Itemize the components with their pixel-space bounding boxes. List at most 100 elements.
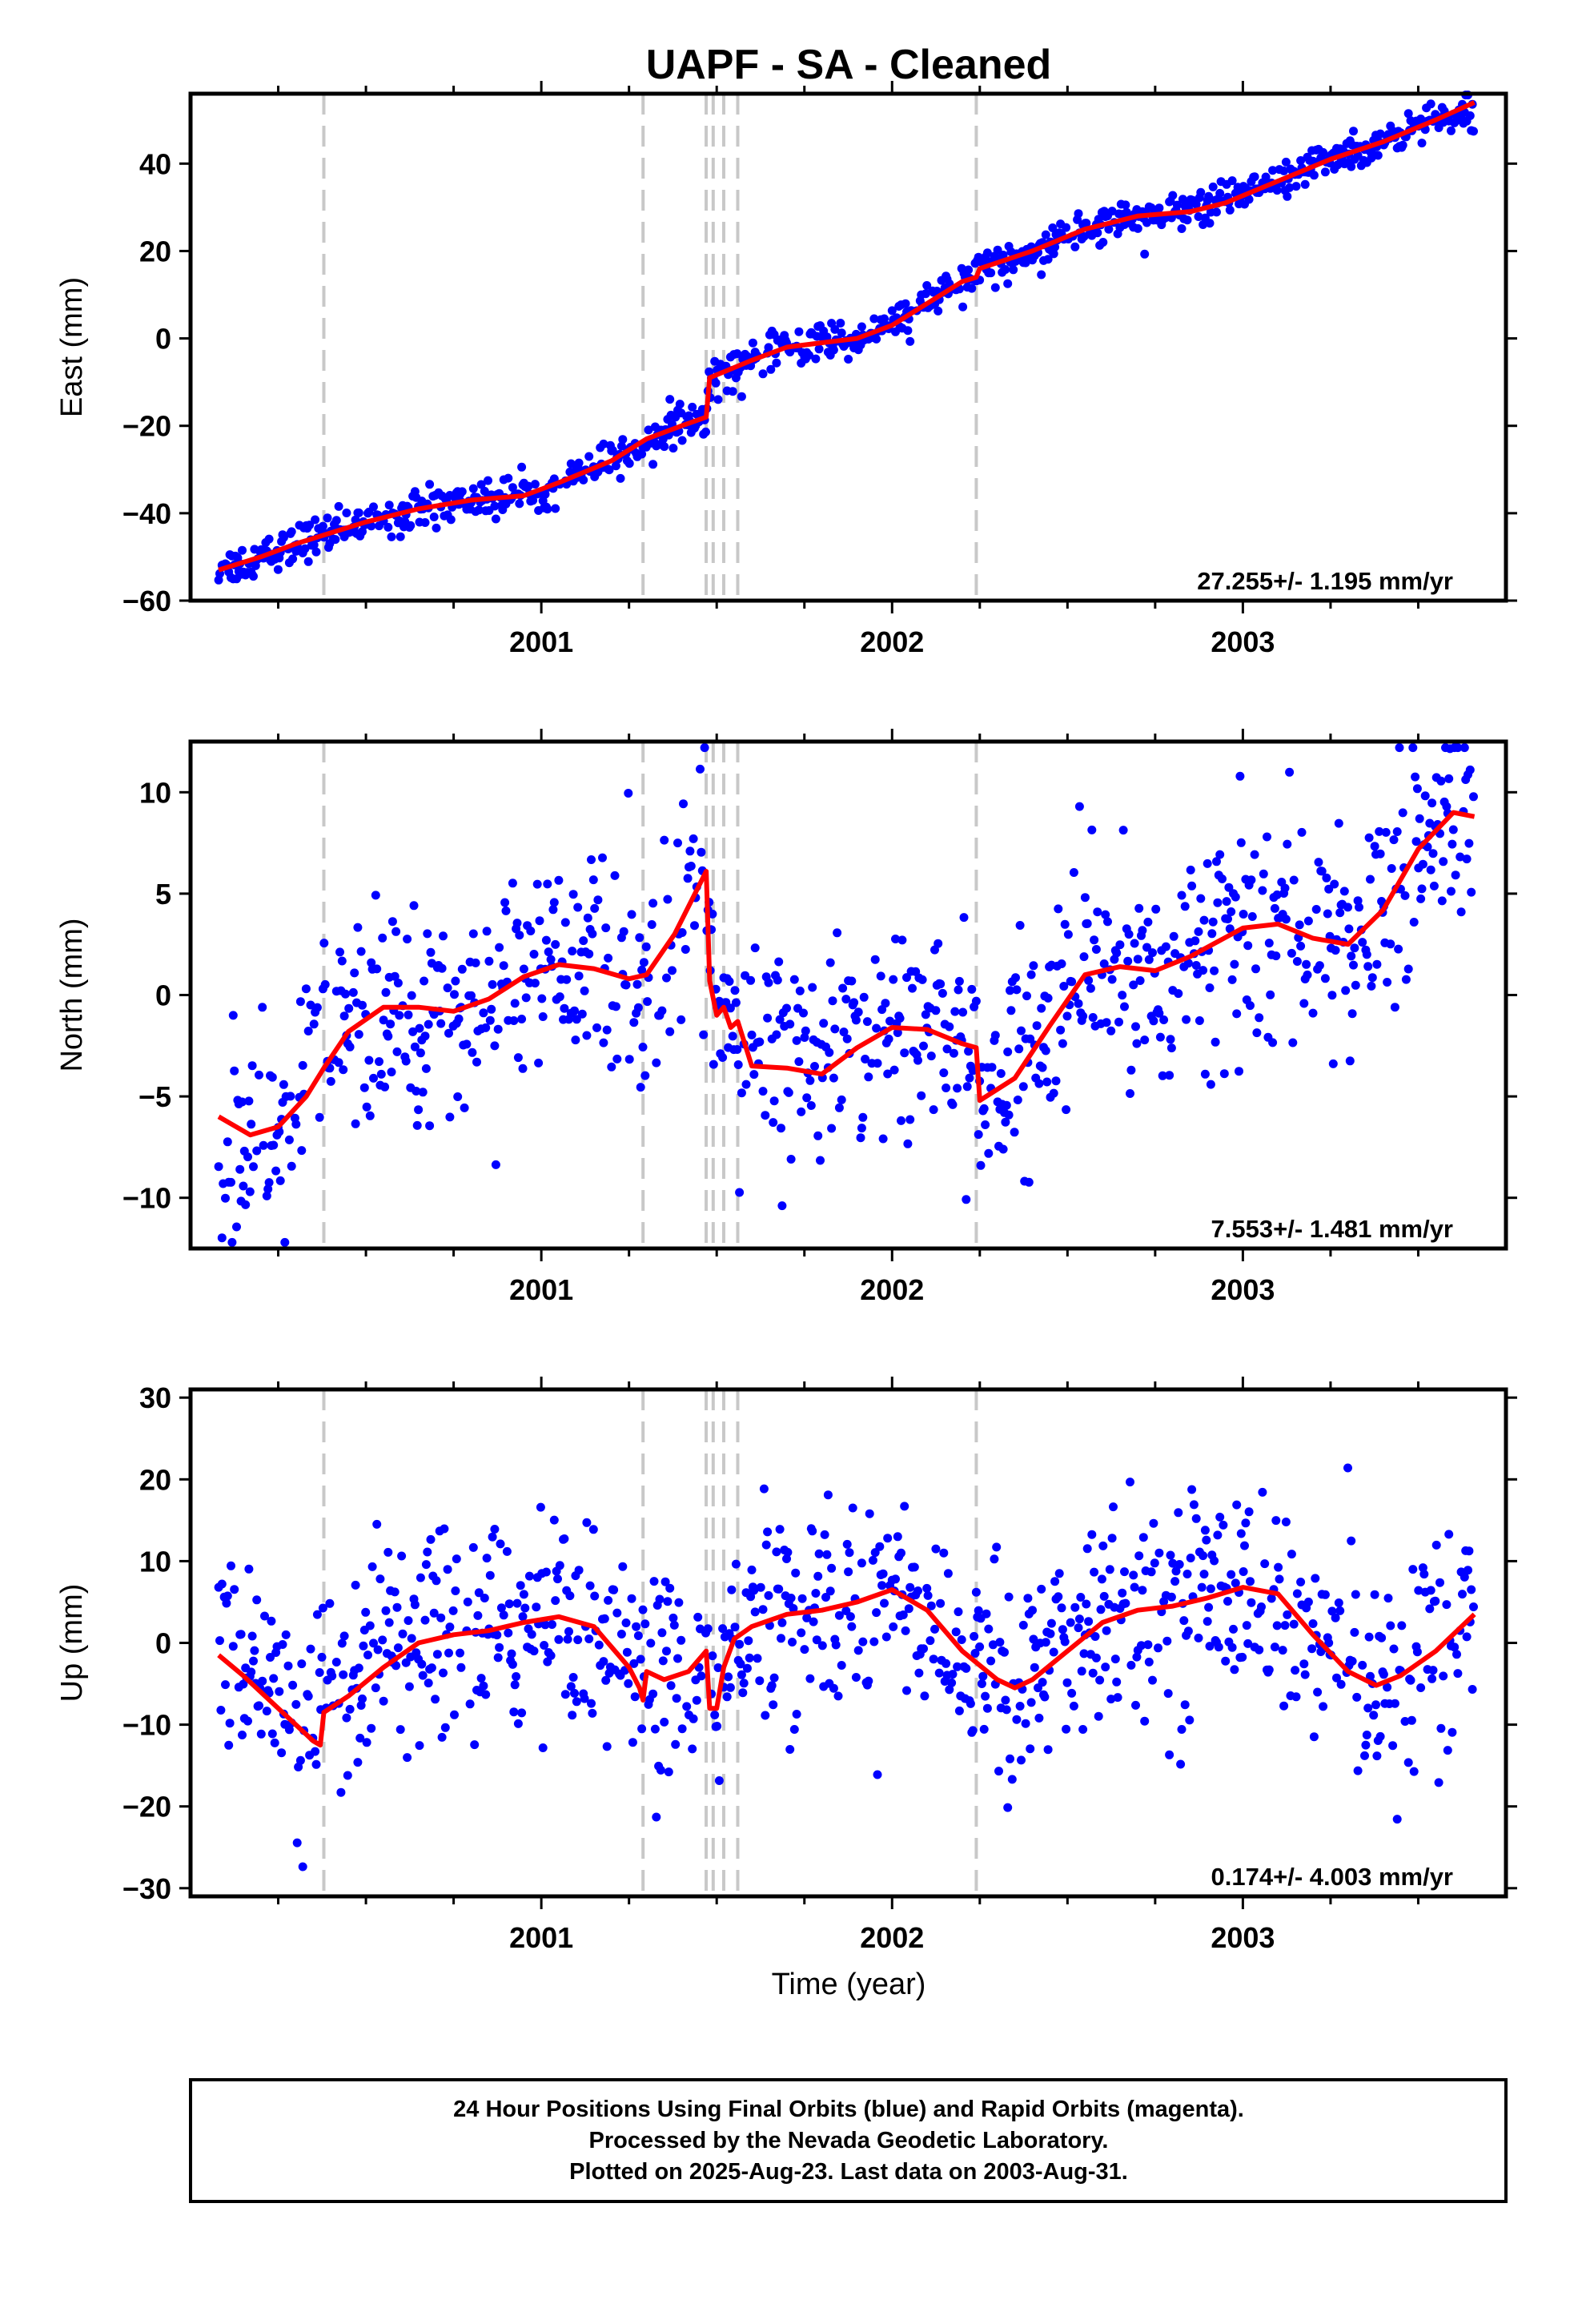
east-data-point — [1001, 265, 1010, 274]
east-data-point — [1205, 219, 1215, 228]
up-data-point — [663, 1597, 673, 1606]
north-data-point — [775, 1015, 785, 1024]
north-data-point — [1280, 883, 1290, 893]
up-data-point — [738, 1688, 748, 1698]
north-data-point — [987, 1063, 997, 1072]
up-data-point — [1241, 1518, 1251, 1528]
north-data-point — [454, 1014, 464, 1023]
north-data-point — [1120, 1002, 1129, 1011]
up-data-point — [482, 1554, 492, 1563]
up-data-point — [404, 1682, 414, 1691]
up-data-point — [1084, 1617, 1094, 1626]
north-data-point — [1183, 959, 1193, 968]
north-data-point — [830, 1024, 840, 1034]
up-data-point — [1037, 1584, 1046, 1594]
north-data-point — [602, 1025, 612, 1035]
up-data-point — [1054, 1569, 1064, 1578]
up-data-point — [995, 1638, 1005, 1647]
up-data-point — [713, 1722, 722, 1731]
east-data-point — [986, 268, 996, 278]
north-data-point — [1210, 966, 1219, 975]
up-data-point — [564, 1626, 573, 1636]
north-data-point — [789, 975, 799, 984]
north-data-point — [334, 1058, 343, 1068]
up-data-point — [829, 1683, 838, 1693]
up-data-point — [509, 1707, 519, 1717]
north-data-point — [1042, 1077, 1052, 1087]
up-data-point — [1327, 1606, 1337, 1616]
up-data-point — [1403, 1758, 1413, 1767]
north-data-point — [897, 935, 907, 945]
up-data-point — [1311, 1574, 1320, 1583]
up-data-point — [1202, 1535, 1211, 1545]
north-data-point — [344, 1003, 354, 1013]
north-data-point — [1026, 1034, 1035, 1043]
up-data-point — [1001, 1695, 1010, 1705]
north-data-point — [1134, 903, 1144, 913]
up-data-point — [1292, 1589, 1302, 1598]
north-data-point — [560, 1003, 569, 1013]
up-data-point — [847, 1622, 857, 1631]
north-y-tick-label: 5 — [155, 878, 171, 911]
east-data-point — [982, 248, 992, 258]
north-data-point — [624, 1055, 634, 1064]
east-data-point — [1041, 230, 1050, 239]
east-data-point — [1281, 157, 1291, 167]
up-data-point — [549, 1515, 559, 1525]
north-data-point — [416, 1048, 425, 1058]
north-data-point — [825, 1047, 834, 1057]
up-data-point — [519, 1590, 528, 1599]
north-data-point — [479, 1008, 488, 1018]
north-data-point — [351, 1119, 360, 1128]
east-data-point — [530, 480, 540, 489]
north-data-point — [420, 976, 429, 986]
up-data-point — [584, 1634, 594, 1643]
north-data-point — [1408, 743, 1418, 753]
up-data-point — [1148, 1675, 1157, 1685]
up-data-point — [791, 1568, 801, 1578]
north-data-point — [1251, 964, 1260, 974]
north-data-point — [1067, 977, 1077, 987]
east-data-point — [484, 476, 492, 485]
up-data-point — [612, 1608, 622, 1618]
north-data-point — [1186, 865, 1195, 875]
up-data-point — [221, 1680, 230, 1690]
up-data-point — [516, 1581, 525, 1590]
up-data-point — [1283, 1610, 1292, 1619]
north-data-point — [598, 853, 607, 862]
north-data-point — [636, 1083, 645, 1092]
north-data-point — [639, 958, 648, 967]
east-data-point — [1447, 126, 1456, 135]
east-data-point — [515, 499, 524, 509]
up-data-point — [1185, 1715, 1195, 1725]
up-data-point — [1140, 1716, 1150, 1726]
east-data-point — [713, 395, 723, 404]
north-data-point — [1264, 939, 1274, 948]
up-data-point — [410, 1600, 420, 1610]
north-data-point — [689, 834, 698, 843]
east-data-point — [1250, 172, 1259, 182]
up-data-point — [1231, 1578, 1240, 1588]
up-data-point — [957, 1635, 966, 1644]
north-data-point — [971, 996, 981, 1006]
north-data-point — [235, 1164, 245, 1174]
up-data-point — [692, 1695, 701, 1705]
up-data-point — [582, 1518, 592, 1527]
north-data-point — [635, 933, 644, 943]
up-data-point — [682, 1702, 692, 1711]
north-data-point — [895, 1014, 905, 1023]
north-data-point — [950, 1007, 960, 1016]
north-data-point — [795, 986, 805, 995]
east-data-point — [1009, 265, 1018, 275]
north-data-point — [839, 1027, 849, 1037]
up-data-point — [1107, 1534, 1117, 1543]
up-data-point — [1431, 1596, 1440, 1606]
up-data-point — [1453, 1669, 1463, 1679]
east-data-point — [584, 452, 594, 461]
north-y-tick-label: 10 — [139, 776, 171, 809]
north-data-point — [521, 993, 531, 1003]
east-x-tick-label: 2003 — [1211, 625, 1275, 658]
up-data-point — [445, 1622, 455, 1632]
north-data-point — [784, 1088, 793, 1097]
up-data-point — [930, 1624, 939, 1634]
